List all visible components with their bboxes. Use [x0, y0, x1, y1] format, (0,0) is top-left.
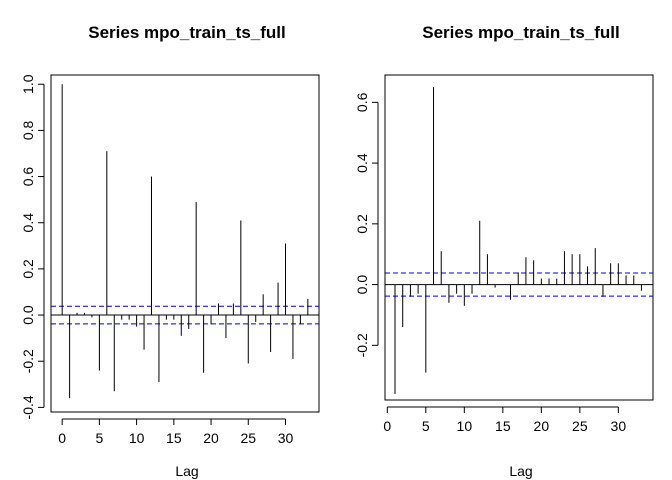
x-tick-label: 0: [58, 430, 66, 446]
y-tick-label: 0.0: [354, 275, 370, 295]
y-tick-label: -0.2: [20, 349, 36, 373]
y-tick-label: 0.8: [20, 120, 36, 140]
y-tick-label: 0.4: [354, 153, 370, 173]
x-axis-label: Lag: [509, 463, 532, 479]
x-tick-label: 0: [383, 418, 391, 434]
y-tick-label: 0.4: [20, 213, 36, 233]
x-tick-label: 30: [611, 418, 627, 434]
x-tick-label: 25: [240, 430, 256, 446]
x-tick-label: 15: [166, 430, 182, 446]
plot-frame: [384, 74, 654, 401]
x-tick-label: 30: [278, 430, 294, 446]
x-tick-label: 5: [422, 418, 430, 434]
x-tick-label: 5: [95, 430, 103, 446]
y-tick-label: -0.4: [20, 395, 36, 419]
y-tick-label: 1.0: [20, 74, 36, 94]
y-tick-label: 0.6: [20, 167, 36, 187]
y-tick-label: 0.6: [354, 92, 370, 112]
acf-panel: Series mpo_train_ts_full Lag 0 5 10 15 20 25 3…: [20, 23, 320, 479]
x-tick-label: 10: [129, 430, 145, 446]
pacf-panel: Series mpo_train_ts_full Lag 0 5 10 15 20 25 3…: [354, 23, 654, 479]
y-tick-label: 0.2: [354, 214, 370, 234]
chart-title: Series mpo_train_ts_full: [88, 23, 285, 42]
x-axis-label: Lag: [175, 463, 198, 479]
y-tick-label: 0.2: [20, 259, 36, 279]
y-tick-label: 0.0: [20, 305, 36, 325]
x-tick-label: 15: [495, 418, 511, 434]
chart-title: Series mpo_train_ts_full: [422, 23, 619, 42]
x-tick-label: 10: [457, 418, 473, 434]
y-tick-label: -0.2: [354, 333, 370, 357]
plot-frame: [50, 74, 320, 413]
x-tick-label: 20: [534, 418, 550, 434]
x-tick-label: 20: [203, 430, 219, 446]
x-tick-label: 25: [572, 418, 588, 434]
